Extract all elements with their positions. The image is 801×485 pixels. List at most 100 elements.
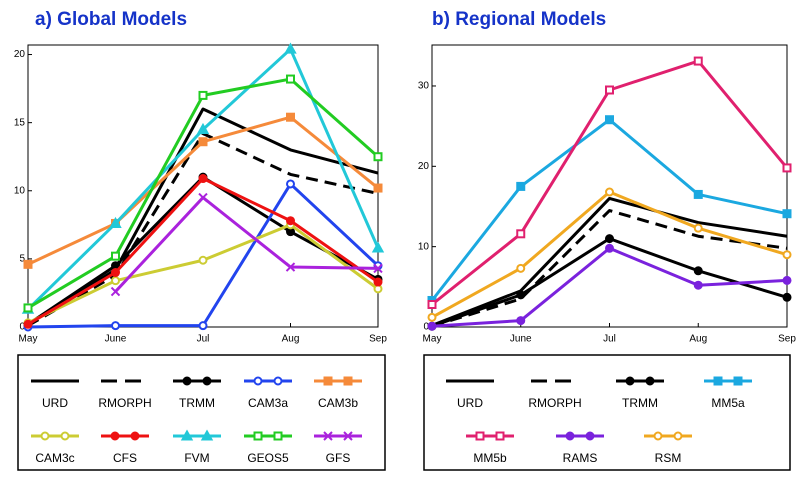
marker: [605, 115, 614, 125]
marker: [427, 300, 437, 310]
marker: [693, 223, 703, 233]
marker: [516, 263, 526, 273]
x-tick-label: Aug: [689, 334, 707, 345]
marker: [323, 376, 333, 386]
marker: [427, 321, 437, 331]
marker: [516, 316, 526, 326]
legend-box: [423, 354, 791, 471]
x-tick-label: June: [510, 334, 532, 345]
marker: [516, 229, 526, 239]
legend-label: RAMS: [563, 451, 598, 465]
marker: [782, 275, 792, 285]
marker: [202, 376, 212, 386]
marker: [111, 268, 120, 278]
legend: URD RMORPH TRMM MM5a MM5b RAMS RSM: [446, 376, 752, 465]
marker: [427, 312, 437, 322]
y-tick-label: 30: [418, 81, 430, 92]
x-tick-label: May: [423, 334, 442, 345]
legend-label: RSM: [655, 451, 682, 465]
marker: [110, 431, 120, 441]
marker: [693, 56, 703, 66]
marker: [111, 276, 120, 286]
legend-label: URD: [42, 396, 68, 410]
series-line: [431, 209, 788, 328]
marker: [111, 321, 120, 331]
legend-label: CAM3b: [318, 396, 358, 410]
marker: [130, 431, 140, 441]
marker: [198, 90, 208, 100]
legend-label: URD: [457, 396, 483, 410]
chart-title: b) Regional Models: [432, 9, 606, 30]
legend-label: GFS: [326, 451, 351, 465]
marker: [653, 431, 663, 441]
x-tick-label: Sep: [369, 334, 387, 345]
marker: [323, 431, 333, 441]
marker: [253, 431, 263, 441]
marker: [40, 431, 50, 441]
y-tick-label: 0: [19, 322, 25, 333]
marker: [286, 74, 295, 84]
legend-label: TRMM: [622, 396, 658, 410]
marker: [343, 431, 353, 441]
marker: [605, 234, 614, 244]
legend-box: [17, 354, 386, 471]
marker: [373, 183, 383, 193]
marker: [625, 376, 635, 386]
marker: [286, 179, 295, 189]
marker: [782, 209, 792, 219]
marker: [713, 376, 723, 386]
marker: [605, 85, 614, 95]
chart-title: a) Global Models: [35, 9, 187, 30]
y-tick-label: 15: [14, 117, 26, 128]
marker: [110, 286, 121, 297]
marker: [198, 321, 208, 331]
marker: [23, 259, 33, 269]
marker: [782, 292, 792, 302]
marker: [693, 266, 703, 276]
y-tick-label: 10: [418, 241, 430, 252]
plot-frame: [27, 44, 379, 328]
legend-label: TRMM: [179, 396, 215, 410]
legend-label: CFS: [113, 451, 137, 465]
marker: [782, 163, 792, 173]
y-tick-label: 5: [19, 254, 25, 265]
marker: [111, 251, 120, 261]
legend-label: GEOS5: [247, 451, 289, 465]
marker: [782, 250, 792, 260]
chart-panel: a) Global Models 0 5 10 15 20 May June Jul Aug Sep…: [14, 9, 387, 471]
legend-label: CAM3a: [248, 396, 288, 410]
marker: [693, 189, 703, 199]
series-line: [114, 196, 379, 293]
marker: [200, 429, 214, 441]
x-tick-label: Sep: [778, 334, 796, 345]
marker: [273, 431, 283, 441]
y-tick-label: 20: [14, 49, 26, 60]
marker: [23, 303, 33, 313]
marker: [285, 262, 296, 272]
chart-panel: b) Regional Models 0 10 20 30 May June Jul Aug Se…: [418, 9, 796, 471]
legend: URD RMORPH TRMM CAM3a CAM3b CAM3c CFS FVM GEOS5 G…: [31, 376, 362, 465]
marker: [60, 431, 70, 441]
marker: [273, 376, 283, 386]
marker: [198, 192, 208, 203]
marker: [180, 429, 194, 441]
marker: [343, 376, 353, 386]
marker: [373, 152, 383, 162]
marker: [495, 431, 505, 441]
x-tick-label: June: [105, 334, 127, 345]
marker: [565, 431, 575, 441]
marker: [109, 216, 122, 228]
marker: [182, 376, 192, 386]
marker: [693, 280, 703, 290]
y-tick-label: 0: [423, 322, 429, 333]
marker: [673, 431, 683, 441]
marker: [605, 187, 614, 197]
marker: [371, 241, 385, 253]
marker: [516, 290, 526, 300]
series-line: [27, 107, 379, 326]
marker: [23, 319, 33, 329]
marker: [373, 277, 383, 287]
marker: [475, 431, 485, 441]
x-tick-label: May: [19, 334, 38, 345]
